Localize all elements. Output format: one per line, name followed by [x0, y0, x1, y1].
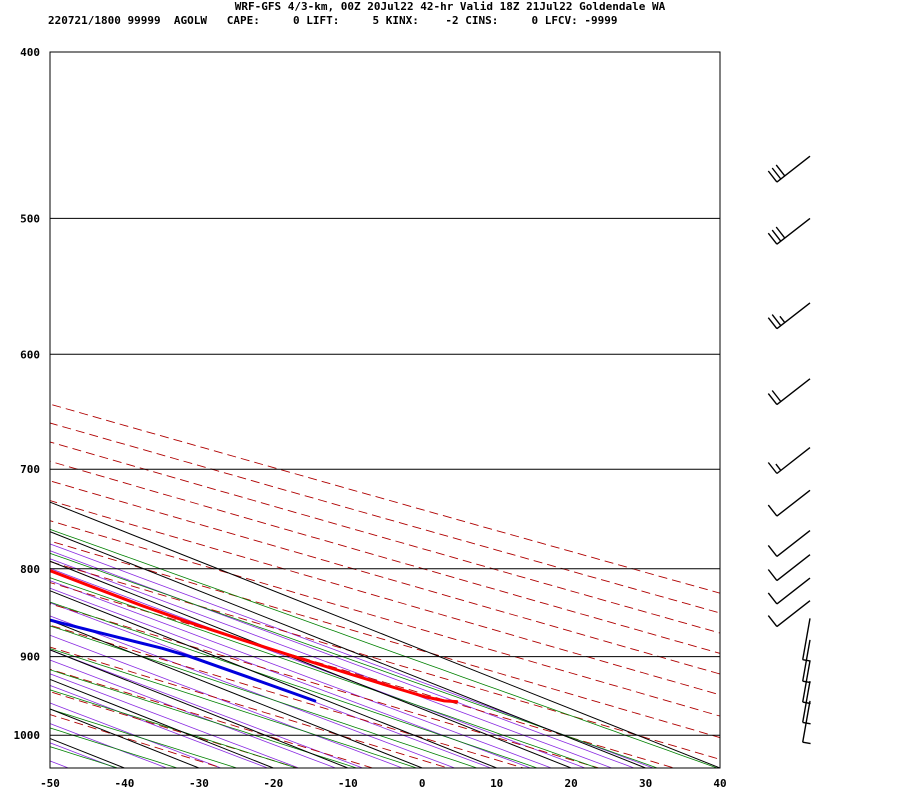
moist-adiabat — [50, 625, 479, 768]
temperature-profile — [50, 568, 459, 704]
dry-adiabat — [50, 582, 676, 768]
pressure-tick-label: 700 — [20, 463, 40, 476]
mixing-ratio-line — [50, 634, 404, 768]
dry-adiabat — [50, 561, 720, 760]
temperature-tick-label: -20 — [263, 777, 283, 790]
pressure-tick-label: 1000 — [14, 729, 41, 742]
mixing-ratio-line — [50, 602, 492, 768]
wind-barb — [767, 600, 811, 628]
profiles — [50, 568, 459, 704]
temperature-tick-label: -50 — [40, 777, 60, 790]
pressure-tick-label: 800 — [20, 563, 40, 576]
wind-barb — [767, 447, 811, 475]
isotherm — [50, 560, 572, 768]
temperature-tick-label: 40 — [713, 777, 726, 790]
dry-adiabat — [50, 624, 525, 768]
dry-adiabat — [50, 603, 601, 768]
dry-adiabat — [50, 714, 224, 768]
plot-frame — [49, 51, 721, 769]
mixing-ratio-line — [50, 587, 532, 768]
moist-adiabat — [50, 669, 358, 768]
wind-barb — [802, 618, 811, 662]
mixing-ratio-line — [50, 580, 553, 768]
moist-adiabat — [50, 528, 719, 768]
dry-adiabat — [50, 691, 299, 768]
temperature-tick-label: 30 — [639, 777, 652, 790]
mixing-ratio-line — [50, 543, 655, 768]
isotherm — [50, 590, 497, 768]
grid — [50, 51, 720, 768]
dry-adiabat — [50, 441, 720, 634]
moist-adiabat — [50, 708, 239, 768]
dry-adiabat — [50, 403, 720, 594]
dewpoint-profile — [50, 618, 317, 703]
mixing-ratio-line — [50, 673, 300, 768]
wind-barb — [767, 577, 811, 605]
isotherm — [50, 678, 274, 768]
wind-barb — [767, 378, 811, 406]
temperature-tick-label: -30 — [189, 777, 209, 790]
temperature-tick-label: -10 — [338, 777, 358, 790]
temperature-tick-label: 10 — [490, 777, 503, 790]
pressure-tick-label: 600 — [20, 348, 40, 361]
dry-adiabat — [50, 668, 375, 768]
background-lines — [50, 403, 720, 768]
wind-barb — [767, 554, 811, 582]
temperature-tick-label: 0 — [419, 777, 426, 790]
pressure-tick-label: 500 — [20, 212, 40, 225]
temperature-tick-label: 20 — [564, 777, 577, 790]
moist-adiabat — [50, 552, 659, 768]
isotherm — [50, 619, 423, 768]
chart-title: WRF-GFS 4/3-km, 00Z 20Jul22 42-hr Valid … — [234, 0, 666, 13]
dry-adiabat — [50, 500, 720, 696]
dry-adiabat — [50, 646, 450, 768]
mixing-ratio-line — [50, 742, 117, 768]
moist-adiabat — [50, 689, 298, 768]
wind-barb — [767, 217, 811, 245]
dry-adiabat — [50, 520, 720, 717]
wind-barb — [767, 489, 811, 517]
dry-adiabat — [50, 422, 720, 614]
mixing-ratio-line — [50, 550, 636, 768]
moist-adiabat — [50, 746, 119, 768]
temperature-tick-label: -40 — [114, 777, 134, 790]
mixing-ratio-line — [50, 615, 456, 768]
isotherm — [50, 501, 720, 768]
dry-adiabat — [50, 480, 720, 675]
wind-barb — [802, 700, 811, 745]
isotherm — [50, 531, 646, 768]
pressure-tick-label: 900 — [20, 651, 40, 664]
moist-adiabat — [50, 648, 418, 768]
dry-adiabat — [50, 460, 720, 654]
sounding-indices: 220721/1800 99999 AGOLW CAPE: 0 LIFT: 5 … — [48, 14, 618, 27]
moist-adiabat — [50, 601, 539, 768]
wind-barb — [767, 155, 811, 183]
mixing-ratio-line — [50, 649, 364, 768]
wind-barb — [767, 302, 811, 330]
mixing-ratio-line — [50, 760, 70, 768]
pressure-tick-label: 400 — [20, 46, 40, 59]
mixing-ratio-line — [50, 684, 269, 768]
axis-labels: 400 500 600 700 800 900 1000 -50 -40 -30 -20 -10 0 10… — [14, 46, 727, 790]
mixing-ratio-line — [50, 659, 337, 768]
isotherm — [50, 737, 125, 768]
dry-adiabat — [50, 540, 720, 739]
wind-barbs — [767, 155, 811, 745]
wind-barb — [767, 530, 811, 557]
mixing-ratio-line — [50, 567, 587, 768]
